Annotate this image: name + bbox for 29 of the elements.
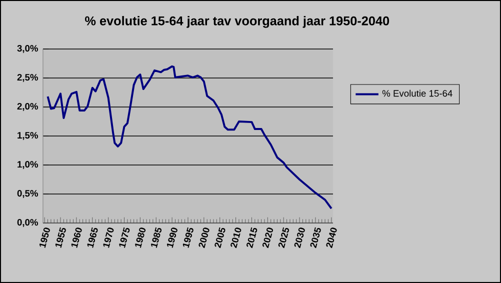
- x-tick-label: 2020: [262, 228, 274, 248]
- x-tick-label: 2010: [230, 228, 242, 248]
- x-tick-label: 2015: [246, 227, 258, 248]
- x-tick-label: 2000: [198, 228, 210, 248]
- x-tick-label: 1980: [135, 228, 146, 248]
- y-tick-label: 1,5%: [18, 132, 38, 140]
- x-tick-label: 2040: [326, 228, 337, 248]
- legend-label: % Evolutie 15-64: [382, 90, 452, 97]
- x-tick-label: 1985: [151, 227, 162, 248]
- y-tick-label: 1,0%: [18, 161, 38, 169]
- y-tick-label: 3,0%: [17, 45, 38, 53]
- x-tick-label: 1970: [103, 228, 114, 248]
- y-tick-label: 2,0%: [17, 103, 38, 111]
- line-series: [46, 65, 332, 210]
- x-tick-label: 2030: [294, 228, 305, 248]
- x-tick-label: 2035: [310, 227, 321, 248]
- x-tick-label: 2025: [278, 227, 289, 248]
- x-tick-label: 1960: [71, 228, 82, 248]
- x-tick-label: 1975: [119, 227, 130, 248]
- x-tick-label: 1955: [55, 227, 66, 248]
- x-tick-label: 1965: [87, 227, 98, 248]
- x-tick-label: 2005: [214, 227, 226, 248]
- y-tick-label: 2,5%: [17, 74, 38, 82]
- x-tick-label: 1995: [182, 227, 194, 248]
- y-tick-label: 0,5%: [17, 190, 38, 198]
- x-tick-label: 1990: [166, 228, 178, 248]
- chart-title: % evolutie 15-64 jaar tav voorgaand jaar 1950-2040: [85, 16, 390, 28]
- x-tick-label: 1950: [39, 228, 50, 248]
- y-tick-label: 0,0%: [17, 219, 38, 227]
